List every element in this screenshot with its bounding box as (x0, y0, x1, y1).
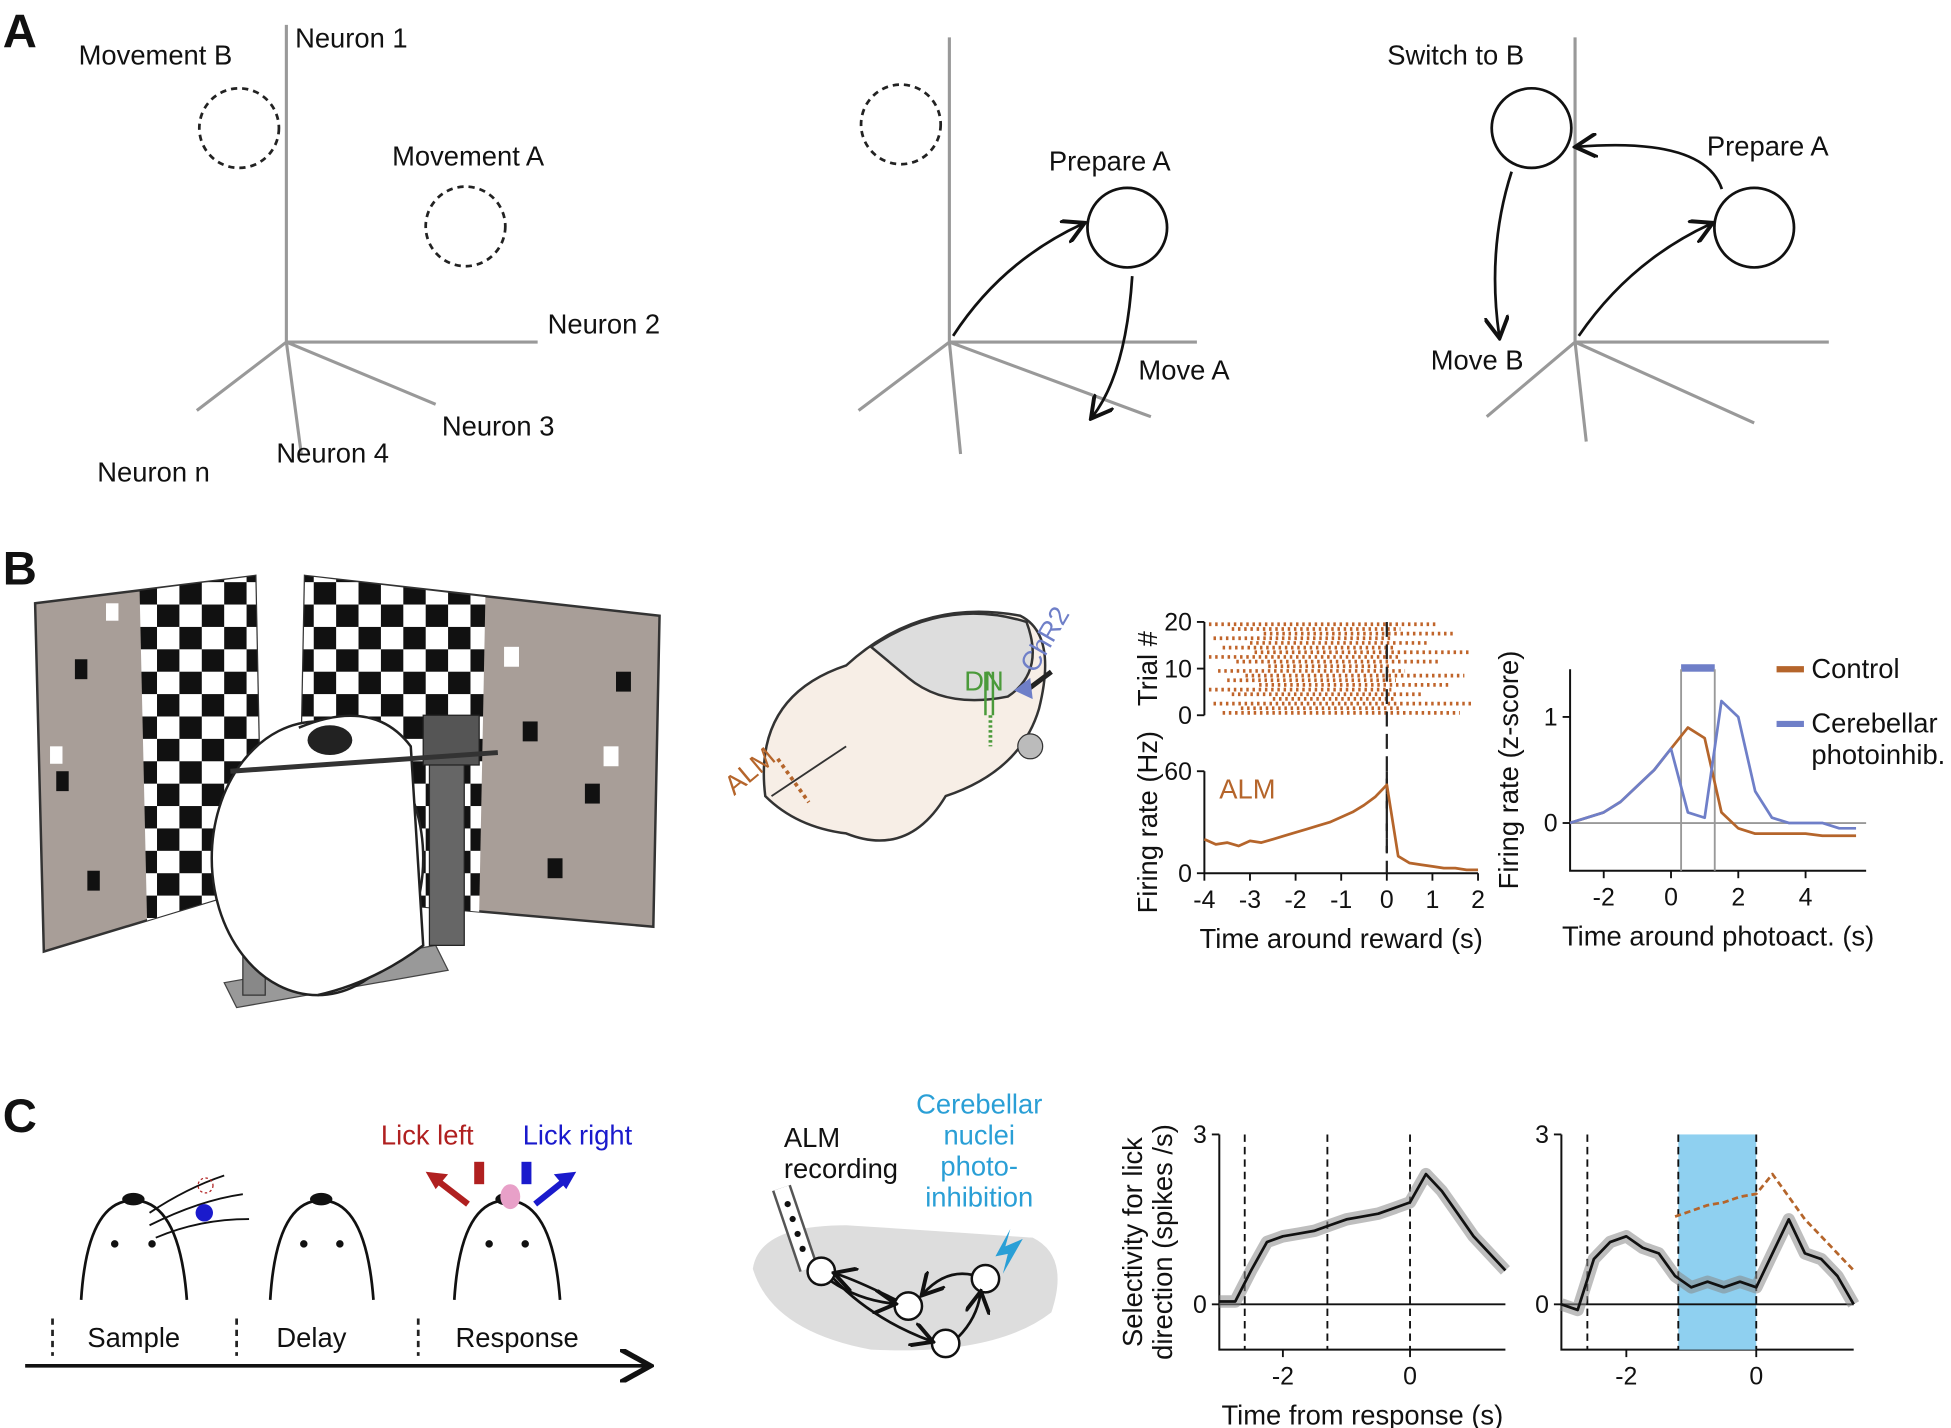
label: Prepare A (1707, 130, 1829, 161)
y-axis-title: Selectivity for lick (1117, 1137, 1148, 1347)
y-tick-label: 3 (1535, 1121, 1549, 1149)
axis-line (1569, 669, 1867, 872)
label: Response (456, 1322, 579, 1353)
label: nuclei (943, 1119, 1015, 1150)
panel-label: C (3, 1090, 37, 1143)
y-tick-label: 0 (1178, 860, 1192, 888)
panel-label: B (3, 543, 37, 596)
data-line (1203, 783, 1479, 872)
x-tick-label: -2 (1615, 1362, 1637, 1390)
state-space-2 (857, 37, 1197, 455)
y-axis-title: Firing rate (z-score) (1493, 651, 1524, 890)
label: Sample (87, 1322, 180, 1353)
x-tick-label: 1 (1426, 886, 1440, 914)
x-axis-title: Time from response (s) (1221, 1399, 1503, 1428)
x-tick-label: -1 (1330, 886, 1352, 914)
y-tick-label: 0 (1535, 1291, 1549, 1319)
data-line (1560, 1218, 1855, 1312)
label: Switch to B (1387, 40, 1524, 71)
x-tick-label: 0 (1749, 1362, 1763, 1390)
x-tick-label: 0 (1664, 884, 1678, 912)
error-band (1219, 1167, 1510, 1308)
label: Neuron 1 (295, 22, 408, 53)
label: Neuron 3 (442, 410, 555, 441)
y-axis-title: direction (spikes /s) (1147, 1124, 1178, 1360)
vr-rig (33, 574, 661, 1009)
x-tick-label: -3 (1239, 886, 1261, 914)
x-tick-label: 2 (1731, 884, 1745, 912)
x-tick-label: -2 (1272, 1362, 1294, 1390)
data-line (1674, 1172, 1855, 1272)
y-tick-label: 3 (1193, 1121, 1207, 1149)
y-tick-label: 0 (1178, 702, 1192, 730)
label: Neuron 4 (276, 438, 389, 469)
label: Move B (1431, 344, 1524, 375)
x-tick-label: 4 (1799, 884, 1813, 912)
x-tick-label: -4 (1193, 886, 1215, 914)
y-tick-label: 0 (1544, 810, 1558, 838)
light-bar (1681, 664, 1715, 672)
task-cartoon (25, 1161, 647, 1366)
panel-label: A (3, 5, 37, 58)
label: Move A (1138, 354, 1230, 385)
y-axis-title: Trial # (1132, 630, 1163, 706)
light-window (1678, 1134, 1757, 1350)
y-axis-title: Firing rate (Hz) (1132, 731, 1163, 913)
region-label: DN (964, 665, 1004, 696)
label: ALM (784, 1122, 840, 1153)
y-tick-label: 10 (1164, 655, 1192, 683)
y-tick-label: 0 (1193, 1291, 1207, 1319)
circuit-sketch (752, 1184, 1058, 1359)
label: Lick right (523, 1119, 633, 1150)
y-tick-label: 20 (1164, 609, 1192, 637)
x-axis-title: Time around photoact. (s) (1562, 920, 1874, 951)
label: Cerebellar (916, 1088, 1042, 1119)
x-tick-label: -2 (1285, 886, 1307, 914)
label: Lick left (381, 1119, 474, 1150)
x-axis-title: Time around reward (s) (1200, 923, 1483, 954)
legend-label: Cerebellar photoinhib. (1811, 708, 1945, 770)
x-tick-label: -2 (1593, 884, 1615, 912)
label: photo- (940, 1150, 1018, 1181)
x-tick-label: 0 (1403, 1362, 1417, 1390)
data-line (1219, 1172, 1507, 1303)
y-tick-label: 60 (1164, 758, 1192, 786)
label: Movement B (79, 40, 233, 71)
x-tick-label: 0 (1380, 886, 1394, 914)
label: Prepare A (1049, 145, 1171, 176)
label: Neuron 2 (548, 308, 661, 339)
label: inhibition (925, 1182, 1033, 1213)
brain-sketch (762, 610, 1053, 842)
label: Delay (276, 1322, 346, 1353)
chart-title: ALM (1219, 774, 1275, 805)
label: recording (784, 1153, 898, 1184)
data-line (1569, 699, 1857, 830)
state-space-3 (1487, 37, 1829, 442)
y-tick-label: 1 (1544, 704, 1558, 732)
legend-label: Control (1811, 653, 1899, 684)
label: Movement A (392, 140, 545, 171)
label: Neuron n (97, 456, 210, 487)
state-space-1 (195, 24, 538, 455)
x-tick-label: 2 (1471, 886, 1485, 914)
